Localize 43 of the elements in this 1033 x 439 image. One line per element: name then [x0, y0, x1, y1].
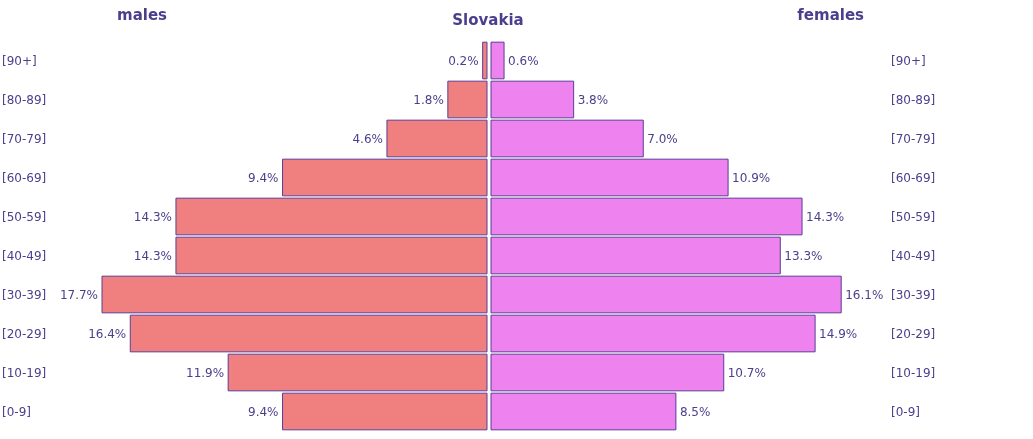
chart-title: Slovakia — [452, 11, 524, 29]
y-tick-label: [80-89] — [2, 92, 47, 107]
y-tick-label: [60-69] — [2, 170, 47, 185]
y-tick-label: [60-69] — [891, 170, 936, 185]
y-tick-label: [90+] — [891, 53, 926, 68]
y-tick-label: [10-19] — [891, 365, 936, 380]
y-tick-label: [0-9] — [891, 404, 920, 419]
text: males — [117, 6, 168, 24]
y-tick-label: [50-59] — [2, 209, 47, 224]
data-label: 9.4% — [248, 404, 279, 419]
data-label: 7.0% — [647, 131, 678, 146]
y-tick-label: [90+] — [2, 53, 37, 68]
y-tick-label: [0-9] — [2, 404, 31, 419]
data-label: 14.9% — [819, 326, 858, 341]
y-tick-label: [30-39] — [891, 287, 936, 302]
data-label: 13.3% — [784, 248, 823, 263]
y-tick-label: [40-49] — [2, 248, 47, 263]
data-label: 14.3% — [133, 248, 172, 263]
data-label: 10.7% — [727, 365, 766, 380]
data-label: 1.8% — [413, 92, 444, 107]
y-tick-label: [30-39] — [2, 287, 47, 302]
data-label: 3.8% — [577, 92, 609, 107]
data-label: 14.3% — [806, 209, 845, 224]
data-label: 14.3% — [133, 209, 172, 224]
data-label: 16.4% — [88, 326, 127, 341]
y-tick-label: [10-19] — [2, 365, 47, 380]
data-label: 11.9% — [186, 365, 225, 380]
data-label: 10.9% — [732, 170, 771, 185]
data-label: 0.6% — [508, 53, 539, 68]
data-label: 17.7% — [59, 287, 98, 302]
data-label: 9.4% — [248, 170, 279, 185]
y-tick-label: [20-29] — [2, 326, 47, 341]
data-label: 4.6% — [352, 131, 383, 146]
y-tick-label: [40-49] — [891, 248, 936, 263]
y-tick-label: [70-79] — [891, 131, 936, 146]
data-label: 8.5% — [679, 404, 711, 419]
y-tick-label: [50-59] — [891, 209, 936, 224]
y-tick-label: [20-29] — [891, 326, 936, 341]
y-tick-label: [70-79] — [2, 131, 47, 146]
data-label: 16.1% — [845, 287, 884, 302]
y-tick-label: [80-89] — [891, 92, 936, 107]
data-label: 0.2% — [448, 53, 479, 68]
text: females — [797, 6, 865, 24]
